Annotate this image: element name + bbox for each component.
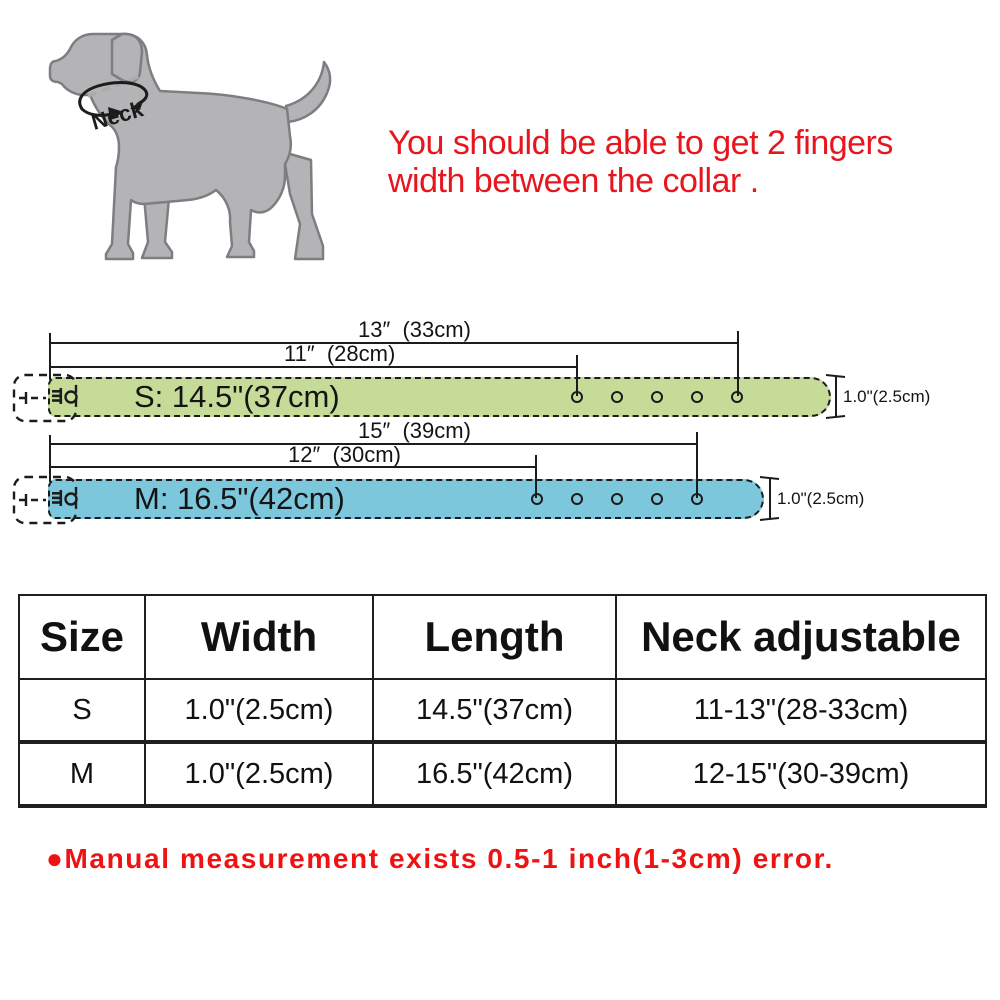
- size-chart-table: Size Width Length Neck adjustable S 1.0"…: [18, 594, 987, 808]
- table-row-m: M 1.0"(2.5cm) 16.5"(42cm) 12-15"(30-39cm…: [18, 741, 987, 808]
- neck-arrowhead-right: [130, 98, 144, 110]
- collar-band-s: S: 14.5"(37cm): [48, 377, 831, 417]
- dog-front-leg-far: [140, 194, 174, 260]
- cell-m-neck: 12-15"(30-39cm): [615, 741, 987, 808]
- fit-instruction-text: You should be able to get 2 fingers widt…: [388, 124, 893, 200]
- collar-m-width-label: 1.0"(2.5cm): [777, 489, 865, 508]
- neck-arrowhead-left: [108, 107, 124, 120]
- m-width-bracket-bottom: [759, 517, 780, 521]
- cell-m-width: 1.0"(2.5cm): [144, 741, 374, 808]
- dog-tail: [284, 60, 332, 124]
- dog-body: [48, 32, 293, 261]
- neck-measure-arc-front: [80, 107, 114, 117]
- neck-measure-arc-back: [78, 81, 149, 111]
- dog-rear-leg-far: [281, 150, 325, 261]
- cell-s-length: 14.5"(37cm): [372, 678, 617, 744]
- collar-band-m: M: 16.5"(42cm): [48, 479, 764, 519]
- cell-s-size: S: [18, 678, 146, 744]
- collar-s-inner-dimension-label: 11″ (28cm): [284, 341, 396, 366]
- collar-m-inner-dimension-label: 12″ (30cm): [288, 442, 401, 467]
- collar-s-outer-dimension-label: 13″ (33cm): [358, 317, 471, 342]
- header-neck-adjustable: Neck adjustable: [615, 594, 987, 680]
- s-width-bracket-top: [825, 374, 846, 378]
- neck-dashed-guide: [87, 73, 145, 98]
- dog-silhouette-illustration: Neck: [48, 32, 332, 261]
- cell-s-width: 1.0"(2.5cm): [144, 678, 374, 744]
- header-length: Length: [372, 594, 617, 680]
- table-header-row: Size Width Length Neck adjustable: [18, 594, 987, 680]
- header-width: Width: [144, 594, 374, 680]
- dog-ear: [110, 32, 144, 84]
- cell-m-length: 16.5"(42cm): [372, 741, 617, 808]
- collar-m-outer-dimension-label: 15″ (39cm): [358, 418, 471, 443]
- measurement-error-note: ●Manual measurement exists 0.5-1 inch(1-…: [46, 843, 834, 874]
- header-size: Size: [18, 594, 146, 680]
- m-width-bracket-top: [759, 476, 780, 480]
- s-width-bracket-bottom: [825, 415, 846, 419]
- collar-m-label: M: 16.5"(42cm): [134, 481, 345, 516]
- table-row-s: S 1.0"(2.5cm) 14.5"(37cm) 11-13"(28-33cm…: [18, 678, 987, 744]
- cell-m-size: M: [18, 741, 146, 808]
- cell-s-neck: 11-13"(28-33cm): [615, 678, 987, 744]
- collar-s-width-label: 1.0"(2.5cm): [843, 387, 931, 406]
- collar-s-label: S: 14.5"(37cm): [134, 379, 340, 414]
